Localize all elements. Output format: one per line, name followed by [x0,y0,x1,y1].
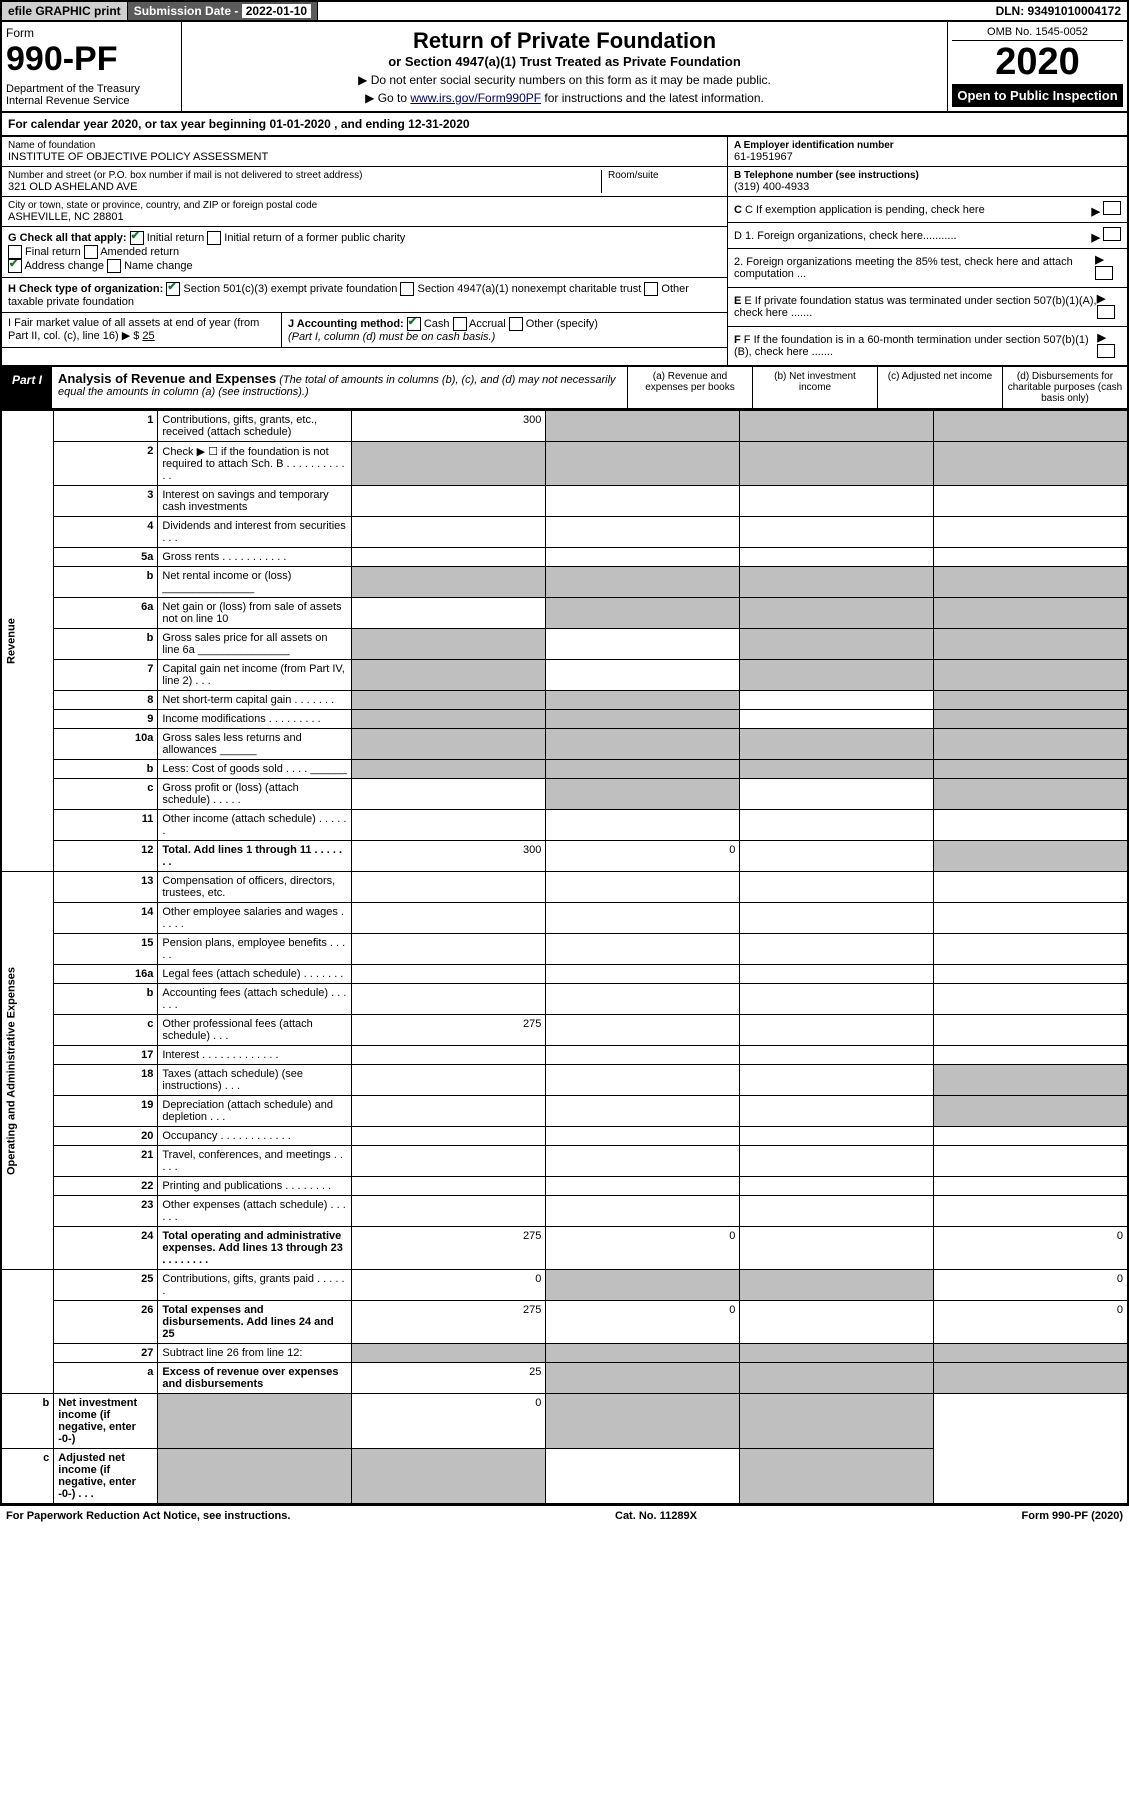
footer-left: For Paperwork Reduction Act Notice, see … [6,1510,290,1522]
col-a: (a) Revenue and expenses per books [627,367,752,408]
h-row: H Check type of organization: Section 50… [2,278,727,313]
d2-row: 2. Foreign organizations meeting the 85%… [728,249,1127,288]
address-row: Number and street (or P.O. box number if… [2,167,727,197]
table-row: 18Taxes (attach schedule) (see instructi… [1,1065,1128,1096]
checkbox[interactable] [644,282,658,296]
calendar-year: For calendar year 2020, or tax year begi… [0,113,1129,137]
info-grid: Name of foundation INSTITUTE OF OBJECTIV… [0,137,1129,367]
form-header: Form 990-PF Department of the Treasury I… [0,22,1129,113]
table-row: cGross profit or (loss) (attach schedule… [1,779,1128,810]
table-row: 5aGross rents . . . . . . . . . . . [1,548,1128,567]
table-row: 8Net short-term capital gain . . . . . .… [1,691,1128,710]
table-row: 16aLegal fees (attach schedule) . . . . … [1,965,1128,984]
form-link[interactable]: www.irs.gov/Form990PF [410,91,541,105]
col-c: (c) Adjusted net income [877,367,1002,408]
checkbox[interactable] [130,231,144,245]
checkbox[interactable] [207,231,221,245]
instruction-1: ▶ Do not enter social security numbers o… [188,73,941,87]
e-row: E E If private foundation status was ter… [728,288,1127,327]
table-row: 3Interest on savings and temporary cash … [1,486,1128,517]
part1-header: Part I Analysis of Revenue and Expenses … [0,367,1129,410]
table-row: Revenue1Contributions, gifts, grants, et… [1,411,1128,442]
main-table: Revenue1Contributions, gifts, grants, et… [0,410,1129,1505]
table-row: 26Total expenses and disbursements. Add … [1,1301,1128,1344]
dln: DLN: 93491010004172 [990,2,1127,20]
table-row: 6aNet gain or (loss) from sale of assets… [1,598,1128,629]
checkbox[interactable] [407,317,421,331]
checkbox[interactable] [107,259,121,273]
table-row: 12Total. Add lines 1 through 11 . . . . … [1,841,1128,872]
table-row: 14Other employee salaries and wages . . … [1,903,1128,934]
table-row: bAccounting fees (attach schedule) . . .… [1,984,1128,1015]
table-row: 19Depreciation (attach schedule) and dep… [1,1096,1128,1127]
table-row: 4Dividends and interest from securities … [1,517,1128,548]
part-tag: Part I [2,367,52,408]
table-row: bGross sales price for all assets on lin… [1,629,1128,660]
ij-row: I Fair market value of all assets at end… [2,313,727,348]
checkbox[interactable] [166,282,180,296]
form-number: 990-PF [6,40,177,79]
table-row: 15Pension plans, employee benefits . . .… [1,934,1128,965]
d1-row: D 1. Foreign organizations, check here..… [728,223,1127,249]
table-row: 20Occupancy . . . . . . . . . . . . [1,1127,1128,1146]
top-bar: efile GRAPHIC print Submission Date - 20… [0,0,1129,22]
omb: OMB No. 1545-0052 [952,26,1123,41]
revenue-label: Revenue [1,411,54,872]
c-row: C C If exemption application is pending,… [728,197,1127,223]
g-row: G Check all that apply: Initial return I… [2,227,727,278]
tax-year: 2020 [952,41,1123,84]
table-row: 10aGross sales less returns and allowanc… [1,729,1128,760]
open-inspection: Open to Public Inspection [952,84,1123,107]
table-row: aExcess of revenue over expenses and dis… [1,1363,1128,1394]
f-row: F F If the foundation is in a 60-month t… [728,327,1127,365]
footer-right: Form 990-PF (2020) [1022,1510,1123,1522]
ein: A Employer identification number 61-1951… [728,137,1127,167]
checkbox[interactable] [400,282,414,296]
table-row: 22Printing and publications . . . . . . … [1,1177,1128,1196]
table-row: 23Other expenses (attach schedule) . . .… [1,1196,1128,1227]
table-row: bNet investment income (if negative, ent… [1,1394,1128,1449]
telephone: B Telephone number (see instructions) (3… [728,167,1127,197]
efile-label[interactable]: efile GRAPHIC print [2,2,128,20]
table-row: 25Contributions, gifts, grants paid . . … [1,1270,1128,1301]
table-row: 9Income modifications . . . . . . . . . [1,710,1128,729]
col-d: (d) Disbursements for charitable purpose… [1002,367,1127,408]
table-row: 24Total operating and administrative exp… [1,1227,1128,1270]
instruction-2: ▶ Go to www.irs.gov/Form990PF for instru… [188,91,941,105]
dept: Department of the Treasury Internal Reve… [6,83,177,107]
foundation-name: Name of foundation INSTITUTE OF OBJECTIV… [2,137,727,167]
table-row: 17Interest . . . . . . . . . . . . . [1,1046,1128,1065]
table-row: cOther professional fees (attach schedul… [1,1015,1128,1046]
form-subtitle: or Section 4947(a)(1) Trust Treated as P… [188,54,941,69]
table-row: 2Check ▶ ☐ if the foundation is not requ… [1,442,1128,486]
table-row: 21Travel, conferences, and meetings . . … [1,1146,1128,1177]
form-title: Return of Private Foundation [188,28,941,54]
checkbox[interactable] [84,245,98,259]
table-row: 27Subtract line 26 from line 12: [1,1344,1128,1363]
footer-mid: Cat. No. 11289X [615,1510,697,1522]
checkbox[interactable] [509,317,523,331]
table-row: bLess: Cost of goods sold . . . . ______ [1,760,1128,779]
checkbox[interactable] [8,259,22,273]
table-row: cAdjusted net income (if negative, enter… [1,1449,1128,1505]
form-word: Form [6,26,177,40]
city-row: City or town, state or province, country… [2,197,727,227]
table-row: Operating and Administrative Expenses13C… [1,872,1128,903]
subdate-label: Submission Date - 2022-01-10 [128,2,318,20]
col-b: (b) Net investment income [752,367,877,408]
checkbox[interactable] [453,317,467,331]
part-desc: Analysis of Revenue and Expenses (The to… [52,367,627,408]
table-row: 7Capital gain net income (from Part IV, … [1,660,1128,691]
table-row: bNet rental income or (loss) ___________… [1,567,1128,598]
footer: For Paperwork Reduction Act Notice, see … [0,1505,1129,1526]
expenses-label: Operating and Administrative Expenses [1,872,54,1270]
table-row: 11Other income (attach schedule) . . . .… [1,810,1128,841]
